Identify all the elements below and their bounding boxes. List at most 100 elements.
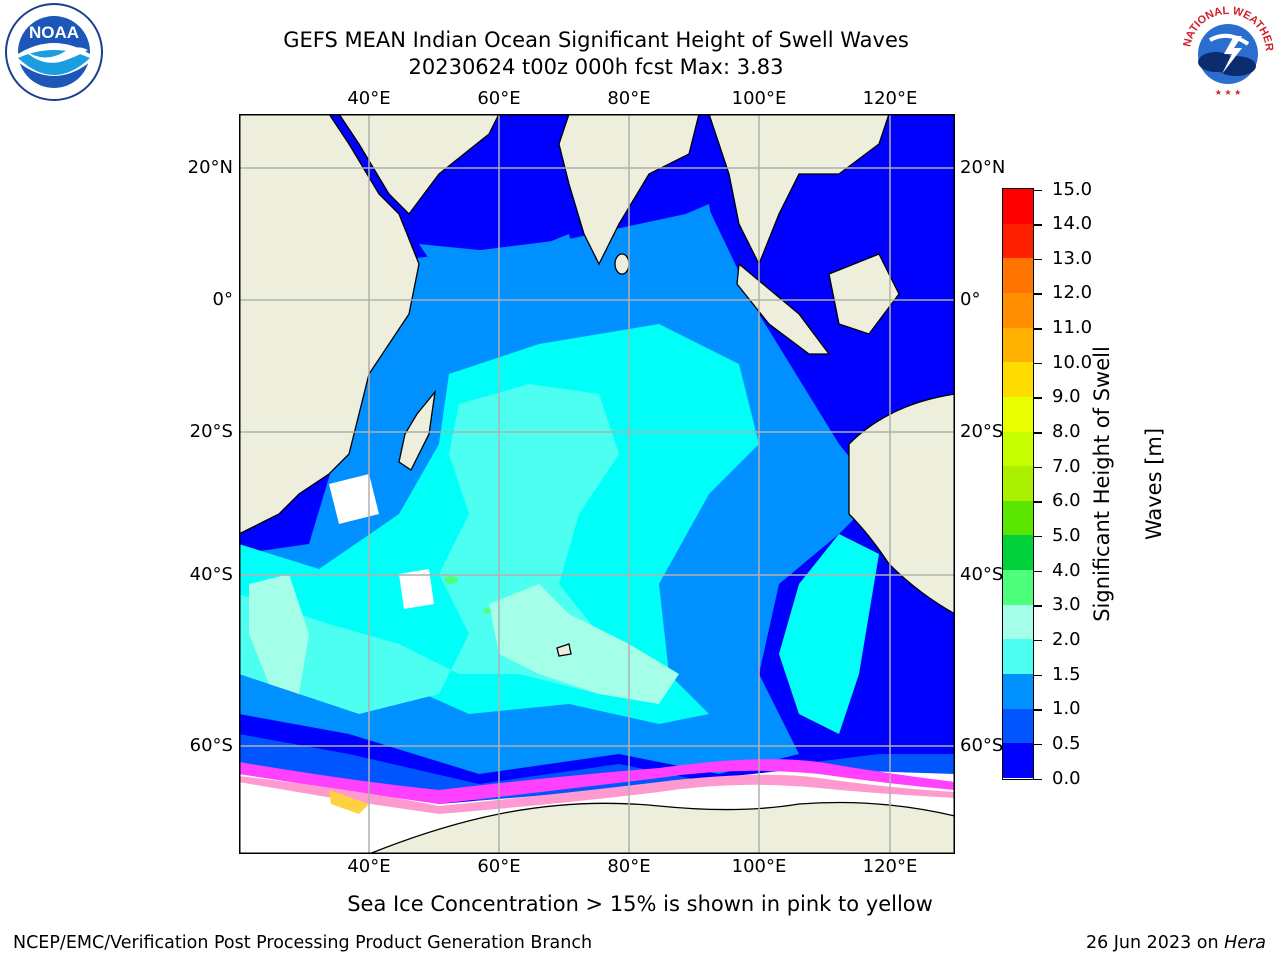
lon-tick-top-80e: 80°E [607, 88, 651, 109]
lat-tick-left-0: 0° [212, 289, 233, 310]
lat-tick-left-60s: 60°S [189, 735, 233, 756]
colorbar-tick [1034, 674, 1042, 677]
colorbar-swatch [1003, 292, 1033, 329]
colorbar-label: 6.0 [1052, 490, 1081, 512]
lon-tick-top-100e: 100°E [731, 88, 787, 109]
land-sri-lanka [614, 253, 630, 275]
credit-system: Hera [1224, 933, 1266, 953]
colorbar-tick [1034, 639, 1042, 642]
colorbar-label: 14.0 [1052, 213, 1093, 235]
swell-peak-patch-2 [483, 608, 491, 614]
no-swell-patch-2 [399, 569, 434, 609]
colorbar-label: 3.0 [1052, 594, 1081, 616]
colorbar-tick [1034, 570, 1042, 573]
colorbar-label: 12.0 [1052, 282, 1093, 304]
lat-tick-left-20n: 20°N [187, 157, 233, 178]
colorbar-tick [1034, 293, 1042, 295]
colorbar-label: 10.0 [1052, 351, 1093, 373]
swell-band-2-0 [489, 584, 679, 704]
colorbar-tick [1034, 258, 1042, 261]
land-madagascar [398, 389, 436, 471]
colorbar-swatch [1003, 535, 1033, 571]
lat-tick-right-40s: 40°S [960, 564, 1004, 585]
lat-tick-right-0: 0° [960, 289, 981, 310]
credit-date: 26 Jun 2023 on Hera [1086, 932, 1266, 954]
swell-band-2-0-west [249, 574, 309, 694]
colorbar-label: 7.0 [1052, 455, 1081, 477]
colorbar-label: 5.0 [1052, 524, 1081, 546]
colorbar-swatch [1003, 743, 1033, 779]
colorbar-swatch [1003, 466, 1033, 502]
colorbar-swatch [1003, 327, 1033, 363]
colorbar-swatch [1003, 223, 1033, 259]
credit-branch: NCEP/EMC/Verification Post Processing Pr… [13, 933, 593, 953]
land-arabia [337, 113, 501, 215]
lat-tick-right-60s: 60°S [960, 735, 1004, 756]
colorbar-tick [1034, 535, 1042, 538]
lat-tick-left-20s: 20°S [189, 421, 233, 442]
colorbar-tick [1034, 224, 1042, 226]
colorbar-title-line1: Significant Height of Swell [1090, 346, 1114, 622]
land-kerguelen [556, 643, 572, 657]
colorbar-label: 0.5 [1052, 732, 1081, 754]
colorbar-swatch [1003, 258, 1033, 294]
land-borneo [828, 253, 900, 335]
colorbar-label: 9.0 [1052, 386, 1081, 408]
colorbar-label: 4.0 [1052, 559, 1081, 581]
colorbar-label: 1.5 [1052, 663, 1081, 685]
lon-tick-bottom-60e: 60°E [477, 856, 521, 877]
noaa-logo: NOAA [4, 2, 104, 102]
colorbar-tick [1034, 362, 1042, 365]
graticule [239, 114, 955, 854]
land-africa [238, 113, 420, 536]
colorbar-swatch [1003, 708, 1033, 744]
colorbar-tick [1034, 189, 1042, 191]
colorbar-label: 1.0 [1052, 698, 1081, 720]
colorbar-swatch [1003, 362, 1033, 398]
colorbar-tick [1034, 778, 1042, 780]
colorbar-tick [1034, 743, 1042, 746]
colorbar-label: 8.0 [1052, 421, 1081, 443]
colorbar-tick [1034, 709, 1042, 711]
lon-tick-bottom-100e: 100°E [731, 856, 787, 877]
colorbar-tick [1034, 328, 1042, 330]
chart-subtitle: 20230624 t00z 000h fcst Max: 3.83 [408, 55, 784, 79]
colorbar-swatch [1003, 604, 1033, 640]
colorbar-swatch [1003, 500, 1033, 536]
colorbar-tick [1034, 397, 1042, 399]
land-southeast-asia [708, 113, 890, 266]
colorbar-tick [1034, 605, 1042, 607]
colorbar-label: 2.0 [1052, 628, 1081, 650]
lat-tick-right-20s: 20°S [960, 421, 1004, 442]
credit-date-text: 26 Jun 2023 on [1085, 933, 1225, 953]
sea-ice-light [239, 774, 955, 814]
lon-tick-top-120e: 120°E [862, 88, 918, 109]
land-antarctica [368, 801, 956, 855]
swell-band-bay [639, 204, 719, 284]
land-sumatra [736, 262, 831, 355]
colorbar-swatch [1003, 674, 1033, 710]
lon-tick-bottom-120e: 120°E [862, 856, 918, 877]
lon-tick-top-60e: 60°E [477, 88, 521, 109]
lat-tick-left-40s: 40°S [189, 564, 233, 585]
swell-height-map [238, 113, 956, 855]
swell-peak-patch [444, 576, 458, 584]
lon-tick-bottom-40e: 40°E [347, 856, 391, 877]
sea-ice-pink [239, 759, 955, 804]
colorbar-label: 13.0 [1052, 247, 1093, 269]
lon-tick-top-40e: 40°E [347, 88, 391, 109]
colorbar-tick [1034, 501, 1042, 503]
land-australia [848, 393, 956, 616]
lon-tick-bottom-80e: 80°E [607, 856, 651, 877]
colorbar-label: 15.0 [1052, 178, 1093, 200]
colorbar-swatch [1003, 639, 1033, 675]
colorbar-tick [1034, 432, 1042, 434]
colorbar-label: 0.0 [1052, 767, 1081, 789]
colorbar-swatch [1003, 189, 1033, 225]
nws-logo: NATIONAL WEATHER SERVICE ★ ★ ★ [1172, 0, 1280, 100]
colorbar-title-line2: Waves [m] [1142, 427, 1166, 541]
colorbar-label: 11.0 [1052, 317, 1093, 339]
colorbar-swatch [1003, 431, 1033, 467]
colorbar [1002, 188, 1034, 780]
sea-ice-note: Sea Ice Concentration > 15% is shown in … [347, 892, 933, 916]
